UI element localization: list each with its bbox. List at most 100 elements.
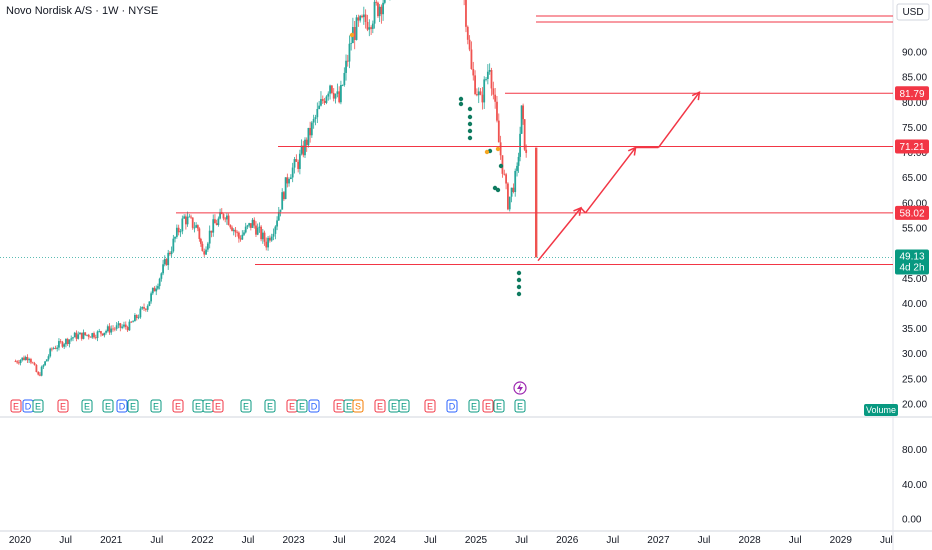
candle-body bbox=[82, 332, 85, 339]
price-tick: 80.00 bbox=[902, 98, 927, 109]
earnings-marker[interactable] bbox=[398, 399, 410, 413]
earnings-marker[interactable] bbox=[446, 399, 458, 413]
earnings-marker[interactable] bbox=[32, 399, 44, 413]
candle-body bbox=[263, 232, 266, 242]
earnings-marker[interactable] bbox=[212, 399, 224, 413]
candle-body bbox=[123, 324, 125, 327]
candle-body bbox=[370, 27, 373, 29]
candle-body bbox=[68, 339, 71, 345]
candle-body bbox=[215, 223, 218, 226]
candle-body bbox=[188, 216, 191, 218]
earnings-marker[interactable] bbox=[514, 399, 526, 413]
candle-body bbox=[52, 348, 55, 349]
candle-body bbox=[325, 96, 328, 103]
candle-body bbox=[208, 230, 211, 244]
volume-badge[interactable] bbox=[864, 404, 898, 416]
candle-body bbox=[318, 105, 321, 109]
candle-body bbox=[334, 94, 337, 99]
earnings-marker[interactable] bbox=[240, 399, 252, 413]
candle-body bbox=[488, 70, 491, 72]
candle-body bbox=[276, 220, 278, 227]
earnings-marker[interactable] bbox=[352, 399, 364, 413]
price-axis[interactable]: 20.0025.0030.0035.0040.0045.0050.0055.00… bbox=[902, 48, 927, 411]
candle-body bbox=[14, 361, 17, 363]
candle-body bbox=[283, 192, 285, 200]
candle-body bbox=[341, 85, 344, 86]
earnings-marker[interactable] bbox=[10, 399, 22, 413]
earnings-marker-label: E bbox=[215, 402, 221, 412]
lightning-glyph bbox=[517, 383, 523, 393]
time-axis[interactable]: 2020 Jul 2021 Jul 2022 Jul 2023 Jul 2024 Jul 2025 J… bbox=[9, 535, 893, 546]
earnings-marker-label: D bbox=[119, 402, 126, 412]
candle-body bbox=[327, 93, 330, 97]
candle-body bbox=[153, 287, 156, 292]
earnings-marker[interactable] bbox=[482, 399, 494, 413]
candle-body bbox=[260, 226, 263, 240]
candle-body bbox=[364, 14, 367, 23]
earnings-marker[interactable] bbox=[81, 399, 93, 413]
time-tick: Jul bbox=[789, 535, 802, 546]
candle-body bbox=[465, 0, 467, 27]
earnings-marker[interactable] bbox=[308, 399, 320, 413]
price-tick: 55.00 bbox=[902, 224, 927, 235]
candle-body bbox=[86, 334, 88, 336]
candle-body bbox=[113, 328, 116, 330]
price-tick: 35.00 bbox=[902, 324, 927, 335]
candle-body bbox=[485, 79, 487, 80]
candle-body bbox=[193, 227, 196, 229]
projection-arrowhead bbox=[627, 146, 637, 156]
candle-body bbox=[297, 161, 300, 169]
candle-body bbox=[227, 215, 230, 226]
signal-dot bbox=[492, 185, 498, 191]
earnings-marker[interactable] bbox=[493, 399, 505, 413]
candle-body bbox=[470, 49, 473, 70]
candle-body bbox=[246, 225, 249, 227]
earnings-marker[interactable] bbox=[264, 399, 276, 413]
price-tick: 60.00 bbox=[902, 198, 927, 209]
candle-body bbox=[103, 332, 106, 336]
candle-body bbox=[378, 6, 381, 17]
earnings-marker[interactable] bbox=[424, 399, 436, 413]
candle-body bbox=[16, 361, 19, 363]
candle-body bbox=[492, 88, 495, 95]
candle-body bbox=[58, 341, 60, 348]
candle-body bbox=[70, 338, 73, 340]
candle-body bbox=[382, 2, 384, 15]
earnings-marker[interactable] bbox=[102, 399, 114, 413]
signal-dot bbox=[467, 106, 473, 112]
time-tick: Jul bbox=[515, 535, 528, 546]
time-tick: 2029 bbox=[830, 535, 853, 546]
candle-body bbox=[203, 251, 206, 255]
earnings-marker[interactable] bbox=[116, 399, 128, 413]
candle-body bbox=[73, 332, 76, 338]
volume-axis[interactable]: 0.00 40.00 80.00 bbox=[902, 445, 927, 525]
earnings-marker[interactable] bbox=[374, 399, 386, 413]
candle-body bbox=[483, 79, 486, 103]
candle-body bbox=[479, 91, 482, 95]
candle-body bbox=[195, 225, 198, 228]
earnings-marker[interactable] bbox=[468, 399, 480, 413]
candle-body bbox=[359, 15, 362, 21]
candle-body bbox=[77, 334, 80, 339]
earnings-marker[interactable] bbox=[150, 399, 162, 413]
earnings-marker[interactable] bbox=[296, 399, 308, 413]
candle-body bbox=[514, 170, 517, 192]
earnings-marker[interactable] bbox=[57, 399, 69, 413]
candle-body bbox=[124, 324, 127, 328]
earnings-marker[interactable] bbox=[127, 399, 139, 413]
earnings-marker[interactable] bbox=[172, 399, 184, 413]
candle-body bbox=[212, 219, 215, 233]
candle-body bbox=[174, 236, 176, 239]
time-tick: Jul bbox=[59, 535, 72, 546]
candle-body bbox=[272, 233, 275, 237]
candle-body bbox=[270, 236, 273, 241]
chart-title: Novo Nordisk A/S · 1W · NYSE bbox=[6, 5, 158, 17]
candle-body bbox=[368, 27, 371, 30]
candle-body bbox=[108, 326, 111, 333]
candle-body bbox=[343, 72, 346, 86]
candle-body bbox=[505, 174, 507, 184]
currency-button[interactable] bbox=[896, 3, 930, 21]
candle-body bbox=[191, 217, 194, 228]
